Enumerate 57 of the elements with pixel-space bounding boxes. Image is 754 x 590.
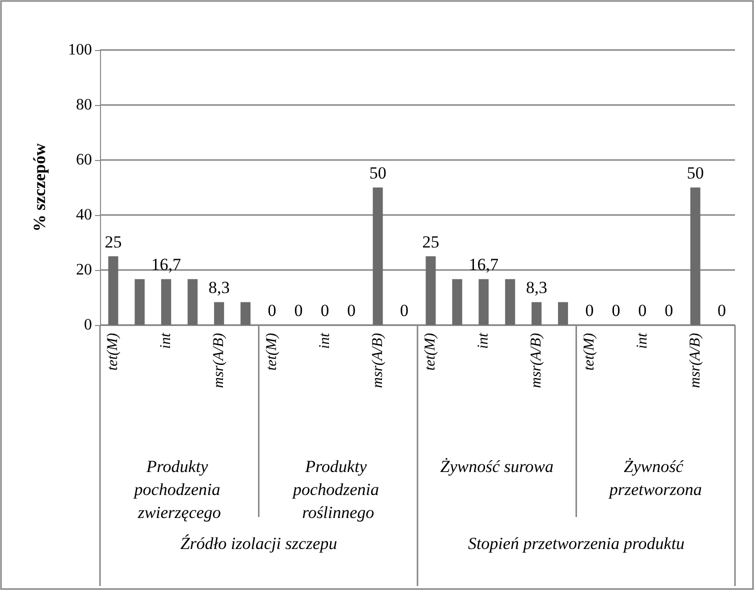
- x-tick-label: msr(A/B): [211, 333, 228, 388]
- text: Żywność przetworzona: [608, 457, 702, 499]
- x-tick-label: int: [316, 332, 333, 349]
- bar: [478, 279, 489, 325]
- bar: [108, 256, 118, 325]
- data-label: 8,3: [526, 278, 548, 298]
- data-label: 0: [718, 301, 726, 320]
- y-tick-label: 100: [68, 42, 92, 58]
- y-tick-label: 60: [76, 152, 92, 168]
- bar: [372, 188, 383, 325]
- data-label: 0: [612, 301, 620, 320]
- x-tick-label: msr(A/B): [687, 333, 704, 388]
- x-tick-label: tet(M): [264, 333, 280, 370]
- bar: [188, 279, 198, 325]
- text: Żywność surowa: [440, 457, 554, 476]
- y-tick-label: 80: [76, 96, 92, 114]
- data-label: 50: [369, 164, 386, 182]
- bar: [690, 188, 700, 325]
- data-label: 50: [686, 164, 704, 182]
- x-tick-label: msr(A/B): [528, 333, 545, 388]
- text: Produkty pochodzenia zwierzęcego: [133, 457, 224, 522]
- y-tick-label: 40: [76, 206, 92, 224]
- x-tick-label: int: [634, 332, 650, 349]
- data-label: 0: [294, 301, 303, 320]
- data-label: 0: [400, 301, 409, 320]
- bar: [505, 279, 516, 325]
- bar: [558, 302, 568, 325]
- y-axis-title: % szczepów: [30, 142, 49, 232]
- x-tick-label: tet(M): [581, 333, 598, 370]
- data-label: 25: [104, 232, 122, 252]
- data-label: 0: [638, 301, 647, 320]
- data-label: 16,7: [468, 255, 500, 274]
- data-label: 0: [585, 301, 594, 320]
- data-label: 0: [268, 301, 276, 320]
- y-tick-label: 0: [84, 316, 92, 334]
- data-label: 8,3: [208, 278, 230, 298]
- bar: [426, 256, 436, 325]
- x-tick-label: int: [158, 332, 174, 349]
- data-label: 0: [664, 301, 674, 320]
- bar: [240, 302, 251, 325]
- x-tick-label: tet(M): [422, 333, 439, 370]
- data-label: 0: [347, 301, 356, 320]
- data-label: 25: [422, 232, 440, 252]
- data-label: 0: [320, 301, 330, 320]
- bar: [134, 279, 145, 325]
- y-tick-label: 20: [76, 262, 92, 278]
- text: Stopień przetworzenia produktu: [468, 534, 685, 553]
- data-label: 16,7: [151, 255, 182, 274]
- x-tick-label: msr(A/B): [370, 333, 386, 388]
- text: Produkty pochodzenia roślinnego: [292, 457, 384, 522]
- bar: [532, 302, 542, 325]
- x-tick-label: tet(M): [105, 333, 122, 370]
- x-tick-label: int: [476, 332, 492, 349]
- bar: [452, 279, 462, 325]
- bar: [161, 279, 172, 325]
- bar: [214, 302, 224, 325]
- text: Źródło izolacji szczepu: [180, 534, 338, 553]
